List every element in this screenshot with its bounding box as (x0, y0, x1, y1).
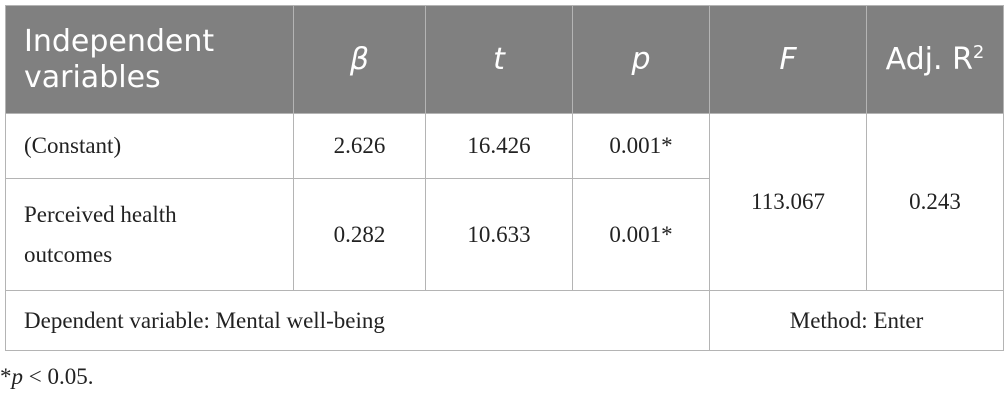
header-cell: Independent variables (5, 5, 294, 114)
cell: Dependent variable: Mental well-being (5, 290, 710, 351)
footnote-mark: * (0, 364, 12, 389)
header-cell: β (293, 5, 426, 114)
cell: Perceived health outcomes (5, 178, 294, 291)
footnote-italic: p (11, 364, 24, 389)
header-cell: t (425, 5, 573, 114)
row: Perceived health outcomes 0.282 10.633 0… (5, 178, 1004, 291)
header-cell: Adj. R2 (866, 5, 1004, 114)
cell: 0.243 (866, 113, 1004, 291)
cell: 0.282 (293, 178, 426, 291)
superscript: 2 (972, 41, 985, 63)
cell: (Constant) (5, 113, 294, 179)
row: (Constant) 2.626 16.426 0.001* 113.067 0… (5, 113, 1004, 291)
cell: 10.633 (425, 178, 573, 291)
header-cell: p (572, 5, 710, 114)
footnote: *p < 0.05. (0, 364, 93, 390)
cell: 0.001* (572, 178, 710, 291)
header-text: Adj. R (885, 41, 973, 77)
cell: 0.001* (572, 113, 710, 179)
cell: 113.067 (709, 113, 867, 291)
cell: 2.626 (293, 113, 426, 179)
cell: 16.426 (425, 113, 573, 179)
cell: Method: Enter (709, 290, 1004, 351)
footnote-text: < 0.05. (23, 364, 94, 389)
regression-table: Independent variables β t p F Adj. R2 (C… (5, 5, 1004, 351)
footer-row: Dependent variable: Mental well-being Me… (5, 290, 1004, 351)
header-row: Independent variables β t p F Adj. R2 (5, 5, 1004, 114)
header-cell: F (709, 5, 867, 114)
